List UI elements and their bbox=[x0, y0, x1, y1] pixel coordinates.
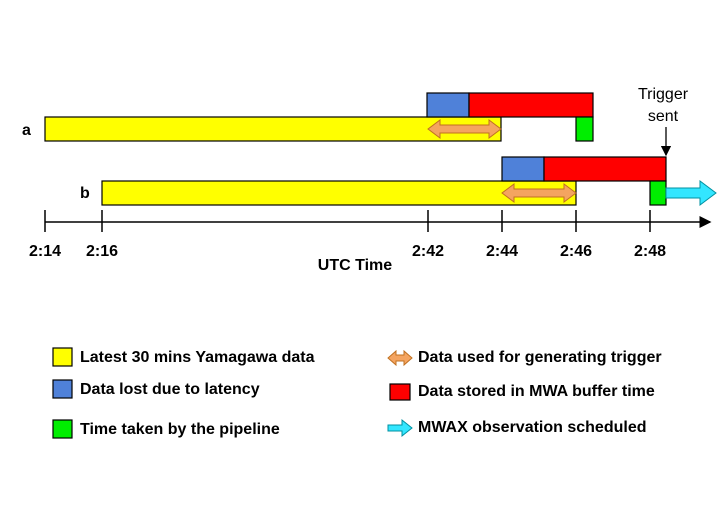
pipeline-bar bbox=[575, 116, 594, 142]
buffer-bar bbox=[543, 156, 667, 182]
tick-label: 2:46 bbox=[560, 243, 592, 260]
row-label: a bbox=[22, 122, 31, 139]
axis-title: UTC Time bbox=[318, 257, 392, 274]
tick-label: 2:42 bbox=[412, 243, 444, 260]
tick-label: 2:48 bbox=[634, 243, 666, 260]
annotation: Trigger bbox=[638, 86, 689, 103]
legend-label: Latest 30 mins Yamagawa data bbox=[80, 349, 315, 366]
tick-label: 2:14 bbox=[29, 243, 61, 260]
yamagawa-bar bbox=[101, 180, 577, 206]
latency-bar bbox=[426, 92, 470, 118]
pipeline-bar bbox=[649, 180, 667, 206]
tick-label: 2:44 bbox=[486, 243, 518, 260]
legend-swatch bbox=[52, 379, 73, 399]
legend-swatch bbox=[387, 349, 413, 367]
legend-swatch bbox=[387, 418, 413, 438]
latency-bar bbox=[501, 156, 545, 182]
trigger-arrow bbox=[427, 119, 502, 139]
legend-swatch bbox=[52, 347, 73, 367]
legend-label: MWAX observation scheduled bbox=[418, 419, 646, 436]
legend-label: Data lost due to latency bbox=[80, 381, 260, 398]
legend-swatch bbox=[52, 419, 73, 439]
row-label: b bbox=[80, 185, 90, 202]
legend-label: Data used for generating trigger bbox=[418, 349, 662, 366]
annotation: sent bbox=[648, 108, 679, 125]
legend-swatch bbox=[389, 383, 411, 401]
legend-label: Time taken by the pipeline bbox=[80, 421, 280, 438]
trigger-arrow bbox=[501, 183, 577, 203]
mwax-arrow bbox=[665, 180, 717, 206]
buffer-bar bbox=[468, 92, 594, 118]
legend-label: Data stored in MWA buffer time bbox=[418, 383, 655, 400]
yamagawa-bar bbox=[44, 116, 502, 142]
tick-label: 2:16 bbox=[86, 243, 118, 260]
axis-ticks bbox=[44, 210, 651, 232]
